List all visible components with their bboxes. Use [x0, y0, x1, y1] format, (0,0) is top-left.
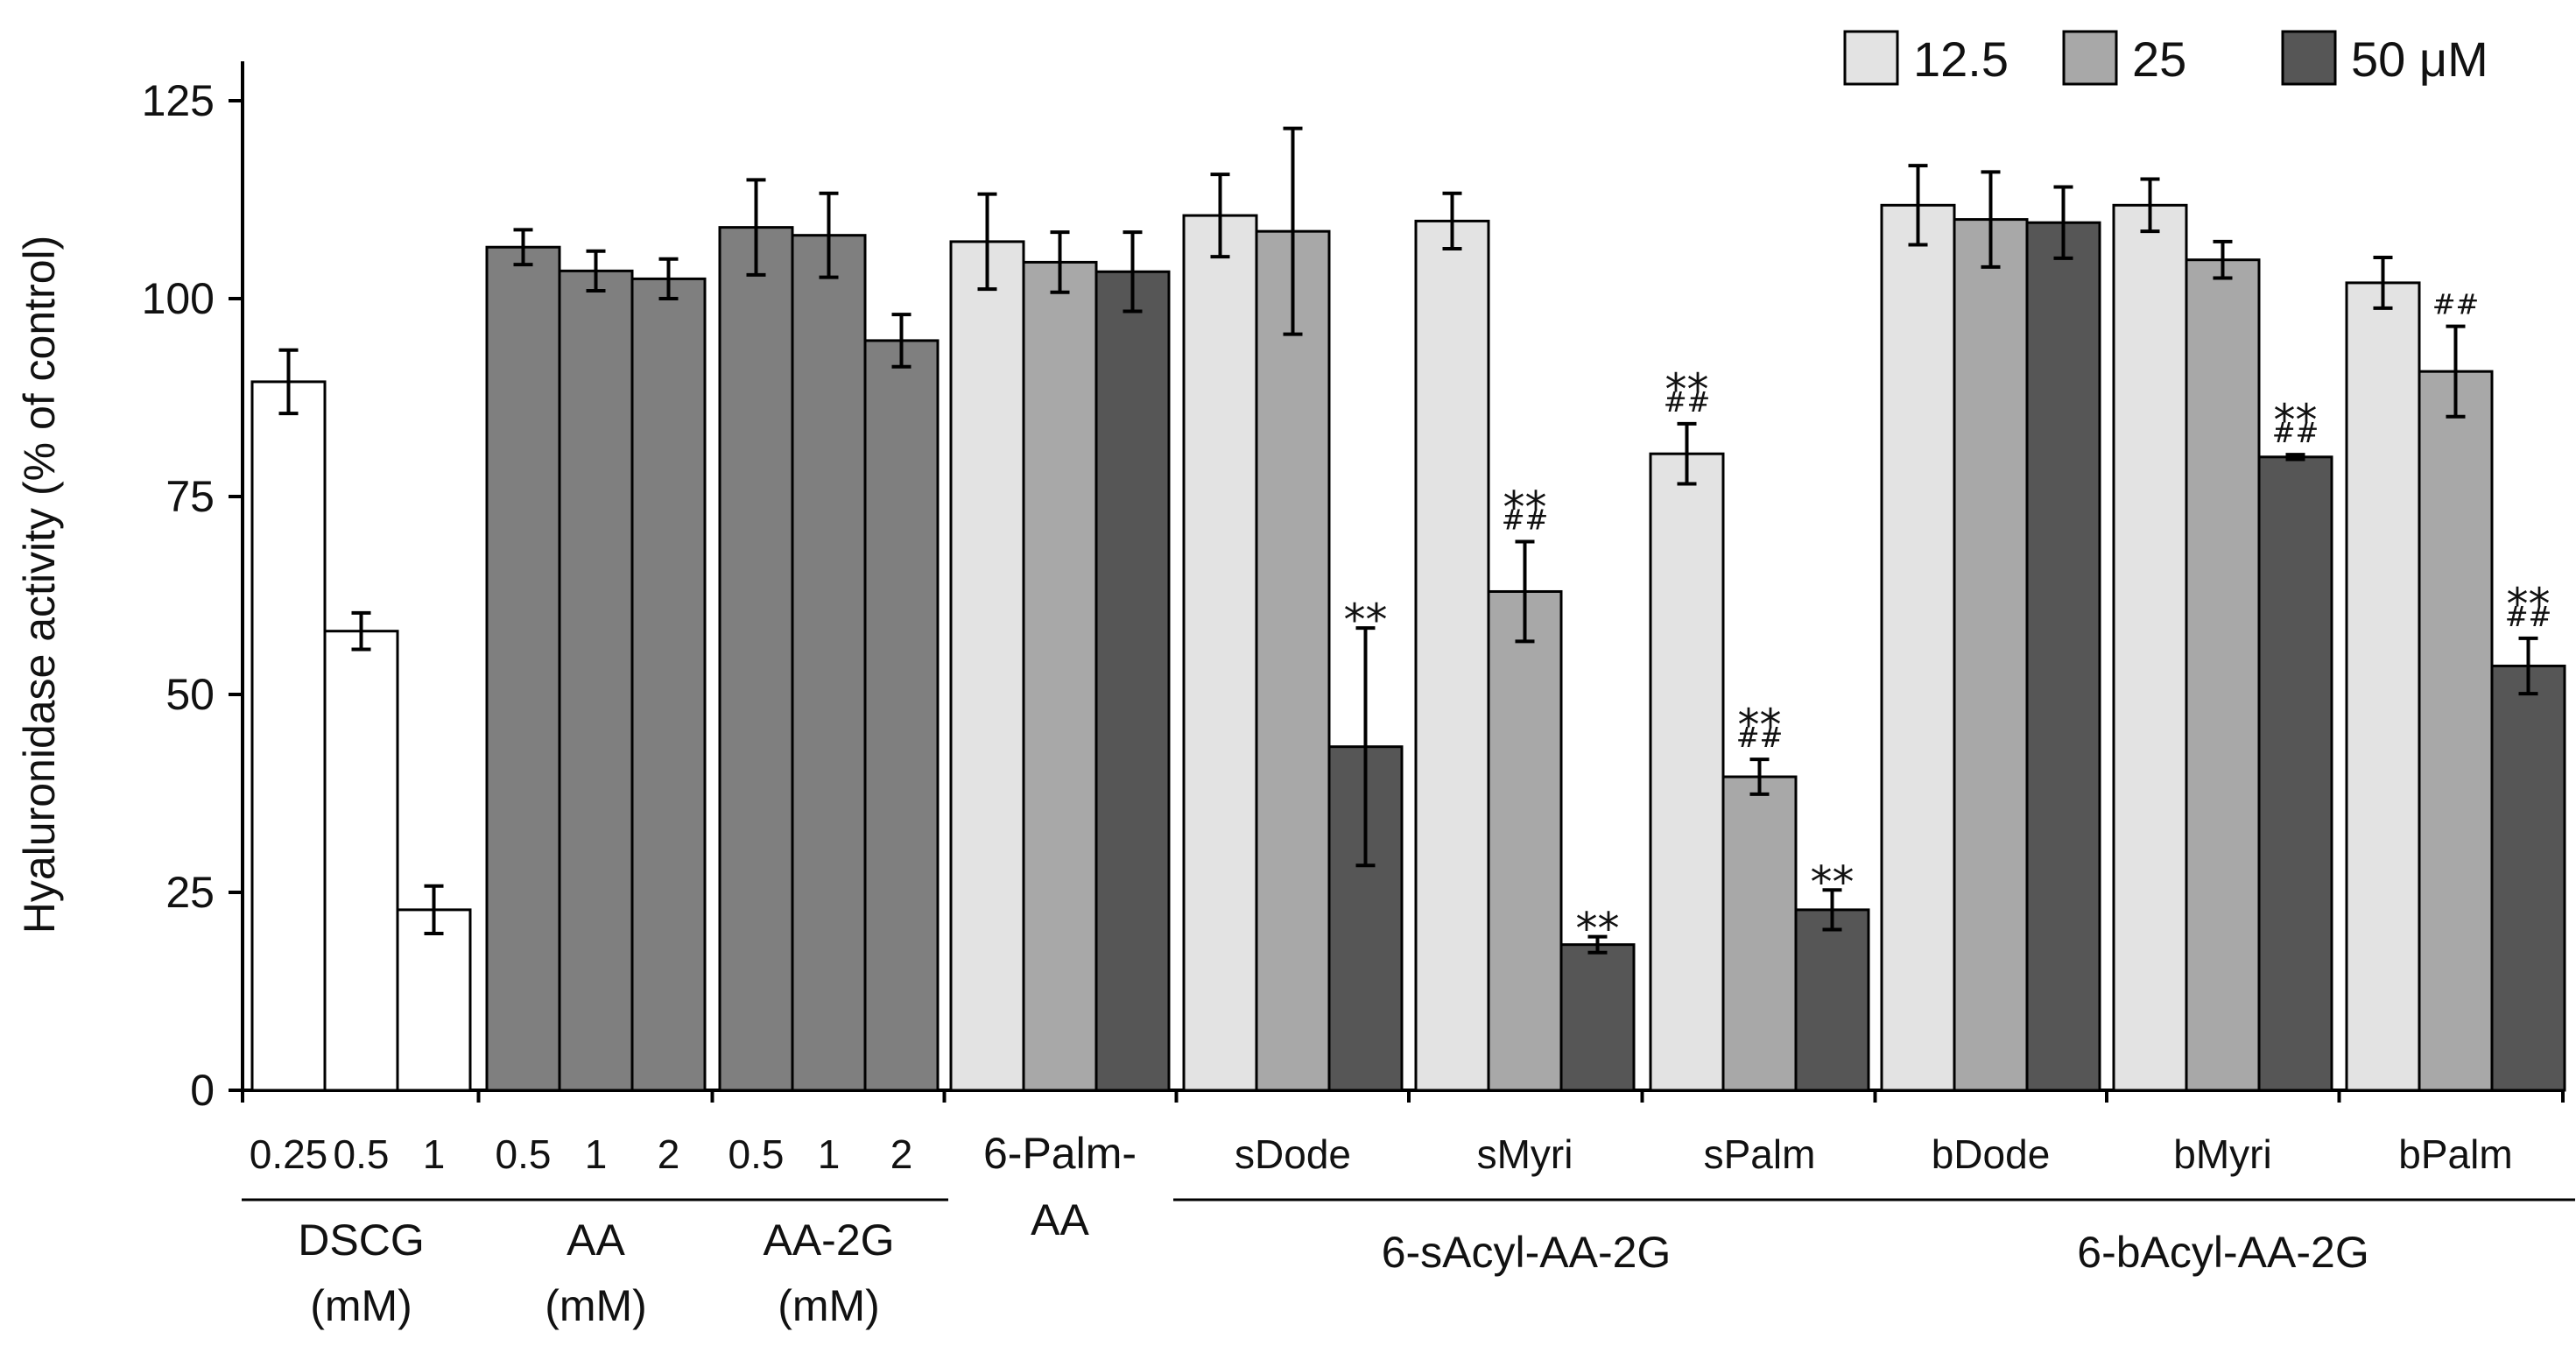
- group-label-6-palm-aa: AA: [1031, 1195, 1089, 1244]
- significance-mark: **: [2507, 579, 2551, 630]
- bar-AA-2G-1: [791, 234, 867, 1092]
- hash-mark: ##: [2432, 288, 2480, 321]
- hash-mark: ##: [2505, 600, 2552, 633]
- bar-AA-2G-0: [718, 226, 794, 1092]
- category-label: 1: [423, 1131, 446, 1177]
- bar-6-Palm-AA-0: [949, 240, 1025, 1092]
- category-label: 1: [818, 1131, 841, 1177]
- legend-label: 12.5: [1913, 32, 2009, 87]
- category-label: 2: [658, 1131, 680, 1177]
- group-label-aa-2g: (mM): [778, 1281, 880, 1330]
- bar-DSCG-0: [250, 380, 327, 1092]
- bar-sPalm-2: [1794, 908, 1870, 1092]
- y-tick-label: 125: [142, 76, 215, 125]
- bar-bDode-1: [1953, 218, 2029, 1092]
- legend-swatch: [1843, 30, 1899, 86]
- bar-DSCG-2: [396, 908, 472, 1092]
- group-label-aa: AA: [567, 1216, 625, 1265]
- group-label-dscg: (mM): [310, 1281, 412, 1330]
- category-label: sDode: [1235, 1131, 1351, 1177]
- significance-mark: **: [1344, 595, 1388, 645]
- y-tick-label: 50: [165, 670, 215, 719]
- category-label: bMyri: [2173, 1131, 2271, 1177]
- bar-6-Palm-AA-1: [1022, 260, 1098, 1092]
- legend-swatch: [2281, 30, 2337, 86]
- group-label-6-palm-aa: 6-Palm-: [983, 1129, 1137, 1178]
- significance-mark: **: [1576, 904, 1620, 955]
- category-label: 0.5: [334, 1131, 390, 1177]
- bar-sDode-0: [1182, 214, 1258, 1092]
- group-label-aa-2g: AA-2G: [763, 1216, 894, 1265]
- category-label: sMyri: [1477, 1131, 1573, 1177]
- category-label: bPalm: [2398, 1131, 2512, 1177]
- bars: **##****##**##****##**####**: [250, 126, 2566, 1092]
- y-tick-label: 100: [142, 274, 215, 323]
- significance-mark: **: [1738, 700, 1782, 750]
- bar-AA-2G-2: [863, 339, 940, 1092]
- bar-sPalm-1: [1721, 775, 1798, 1092]
- significance-mark: **: [1665, 364, 1709, 415]
- super-group-label: 6-bAcyl-AA-2G: [2077, 1228, 2368, 1277]
- bar-sDode-1: [1255, 229, 1331, 1092]
- bar-sMyri-1: [1487, 589, 1563, 1092]
- bar-AA-2: [630, 277, 707, 1092]
- bar-bPalm-0: [2345, 281, 2421, 1092]
- category-label: 0.25: [250, 1131, 328, 1177]
- category-label: 0.5: [728, 1131, 785, 1177]
- significance-mark: **: [1811, 856, 1855, 907]
- bar-bMyri-2: [2257, 455, 2333, 1092]
- bar-sMyri-0: [1414, 219, 1490, 1092]
- bar-bPalm-1: [2418, 370, 2494, 1092]
- bar-AA-0: [485, 245, 561, 1092]
- significance-mark: **: [2274, 395, 2318, 446]
- category-label: bDode: [1932, 1131, 2051, 1177]
- group-label-dscg: DSCG: [298, 1216, 424, 1265]
- bar-sPalm-0: [1649, 452, 1725, 1092]
- category-label: 2: [890, 1131, 913, 1177]
- y-tick-label: 25: [165, 868, 215, 917]
- legend-swatch: [2062, 30, 2118, 86]
- group-label-aa: (mM): [545, 1281, 647, 1330]
- bar-6-Palm-AA-2: [1094, 270, 1171, 1092]
- bar-bPalm-2: [2490, 664, 2566, 1092]
- hash-mark: ##: [1502, 504, 1549, 537]
- y-axis-title: Hyaluronidase activity (% of control): [15, 236, 64, 934]
- category-label: 1: [585, 1131, 608, 1177]
- bar-bMyri-0: [2112, 203, 2188, 1092]
- y-tick-label: 0: [190, 1066, 215, 1115]
- legend-label: 25: [2132, 32, 2186, 87]
- hash-mark: ##: [1664, 385, 1711, 419]
- category-label: 0.5: [496, 1131, 552, 1177]
- bar-bDode-0: [1880, 203, 1956, 1092]
- legend: 12.5 25 50 μM: [1843, 30, 2488, 87]
- legend-label: 50 μM: [2351, 32, 2488, 87]
- labels: Hyaluronidase activity (% of control) 0.2…: [15, 236, 2575, 1330]
- bar-bMyri-1: [2185, 258, 2261, 1092]
- bar-bDode-2: [2025, 221, 2101, 1092]
- bar-DSCG-1: [323, 630, 399, 1092]
- hash-mark: ##: [1736, 721, 1784, 754]
- bar-AA-1: [558, 269, 634, 1092]
- category-label: sPalm: [1704, 1131, 1816, 1177]
- super-group-label: 6-sAcyl-AA-2G: [1382, 1228, 1672, 1277]
- significance-mark: **: [1503, 483, 1547, 533]
- hash-mark: ##: [2272, 416, 2319, 449]
- bar-sMyri-2: [1559, 943, 1636, 1092]
- y-tick-label: 75: [165, 472, 215, 521]
